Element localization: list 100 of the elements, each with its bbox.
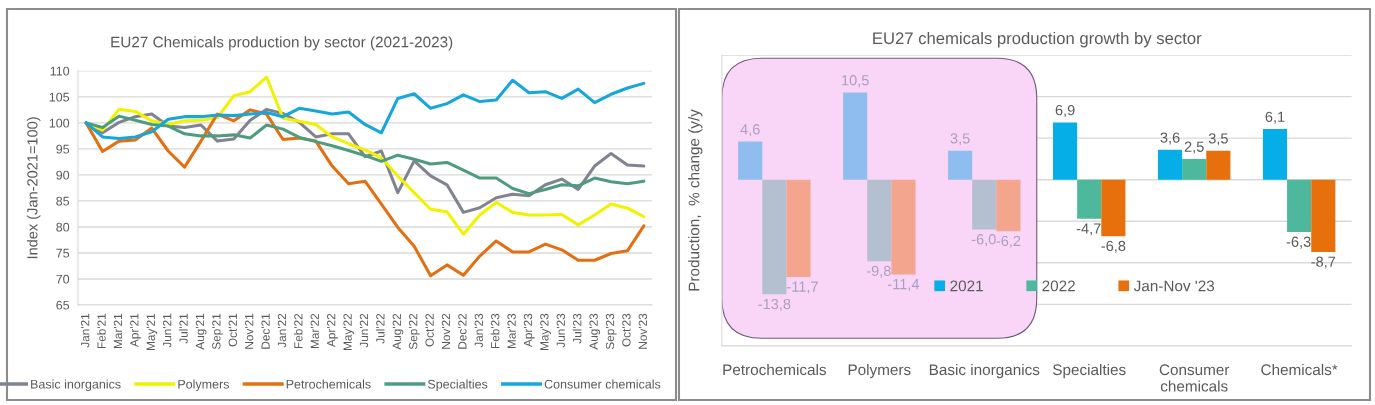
y-tick-label: 70: [56, 274, 70, 284]
bar: [843, 92, 868, 180]
y-tick-label: 100: [49, 118, 70, 128]
x-tick-label: Jun'22: [359, 313, 369, 348]
x-tick-label: Mar'23: [507, 313, 516, 349]
bar: [738, 141, 763, 180]
bar: [1182, 158, 1207, 180]
data-label: 3,5: [1208, 133, 1228, 146]
legend-label: Jan-Nov '23: [1133, 280, 1215, 292]
x-tick-label: May'23: [540, 313, 551, 351]
x-tick-label: Chemicals*: [1261, 363, 1338, 376]
x-tick-label: Aug'21: [195, 313, 207, 350]
chart-title: EU27 Chemicals production by sector (2021-2023): [111, 36, 453, 51]
data-label: -6,3: [1286, 236, 1311, 249]
data-label: -4,7: [1076, 223, 1101, 236]
data-label: -6,0: [971, 234, 996, 247]
x-tick-label: Oct'21: [228, 313, 237, 347]
legend-label: 2021: [950, 280, 983, 292]
bar: [1262, 129, 1288, 180]
chart-title: EU27 chemicals production growth by sector: [873, 31, 1202, 48]
x-tick-label: Jul'21: [179, 313, 188, 344]
data-label: 6,1: [1265, 111, 1285, 124]
x-tick-label: Feb'21: [97, 313, 106, 349]
y-tick-label: 80: [56, 222, 70, 232]
y-tick-label: 110: [50, 66, 70, 76]
x-tick-label: Dec'22: [458, 313, 467, 349]
bar: [867, 179, 892, 262]
y-tick-label: 85: [56, 196, 70, 206]
bar: [996, 179, 1021, 232]
x-tick-label: Sep'23: [605, 313, 617, 350]
data-label: -13,8: [758, 298, 791, 311]
data-label: -11,4: [888, 279, 920, 292]
bar: [1206, 150, 1231, 180]
data-label: -11,7: [787, 281, 818, 294]
x-tick-label: Oct'23: [622, 313, 631, 347]
x-tick-label: Jun'21: [162, 313, 172, 348]
x-tick-label: Petrochemicals: [723, 363, 827, 376]
bar: [891, 179, 916, 275]
y-tick-label: 75: [56, 248, 70, 258]
data-label: -6,8: [1101, 240, 1126, 253]
data-label: 6,9: [1055, 105, 1075, 118]
bar: [948, 150, 973, 180]
x-tick-label: Jul'22: [375, 313, 385, 344]
data-label: 10,5: [842, 75, 869, 88]
legend-label: 2022: [1042, 280, 1075, 292]
x-tick-label: Apr'21: [130, 313, 141, 348]
data-label: 3,5: [950, 133, 970, 146]
bar: [1157, 149, 1183, 180]
x-tick-label: May'21: [146, 313, 158, 351]
x-tick-label: Specialties: [1052, 363, 1126, 379]
legend-label: Specialties: [427, 379, 488, 392]
x-tick-label: May'22: [343, 313, 355, 351]
x-tick-label: Mar'22: [310, 313, 319, 349]
bar: [762, 179, 787, 295]
y-axis-title: Index (Jan-2021=100): [26, 117, 41, 259]
x-tick-label: Nov'23: [638, 313, 647, 349]
data-label: 2,5: [1184, 141, 1204, 154]
x-tick-label: Polymers: [848, 363, 911, 379]
x-tick-label: Mar'21: [113, 313, 123, 349]
x-tick-label: Dec'21: [261, 313, 270, 349]
data-label: -6,2: [996, 235, 1021, 248]
data-label: -9,8: [866, 265, 891, 278]
x-tick-label: Oct'22: [425, 313, 434, 347]
x-tick-label: Basic inorganics: [929, 363, 1040, 379]
bar: [972, 179, 997, 230]
bar: [1077, 179, 1102, 219]
bar: [786, 179, 811, 277]
x-tick-label: Aug'23: [589, 313, 601, 350]
y-axis-title: Production, % change (y/y: [688, 109, 703, 291]
x-tick-label: Jun'23: [556, 313, 565, 348]
x-tick-label: Sep'21: [212, 313, 223, 350]
x-tick-label: Jul'23: [572, 313, 582, 344]
x-tick-label: Jan'21: [80, 313, 90, 348]
legend-label: Consumer chemicals: [544, 379, 661, 389]
legend-label: Petrochemicals: [286, 379, 371, 389]
bar: [1053, 122, 1078, 180]
y-tick-label: 65: [56, 300, 70, 310]
x-tick-label: Apr'23: [523, 313, 535, 348]
x-tick-label: Apr'22: [327, 313, 338, 348]
y-tick-label: 90: [56, 170, 70, 180]
legend-label: Polymers: [178, 379, 229, 392]
bar: [1287, 179, 1312, 233]
data-label: -8,7: [1311, 256, 1336, 269]
x-tick-label: Aug'22: [392, 313, 404, 350]
bar: [1101, 179, 1126, 237]
x-tick-label: Nov'22: [441, 313, 451, 349]
x-tick-label: Consumer chemicals: [1159, 364, 1230, 392]
x-tick-label: Jan'23: [474, 313, 483, 348]
bar: [1311, 179, 1336, 252]
y-tick-label: 95: [56, 144, 70, 154]
x-tick-label: Jan'22: [277, 313, 287, 348]
line-series: [84, 78, 646, 141]
x-tick-label: Feb'22: [293, 313, 303, 349]
data-label: 4,6: [740, 124, 760, 137]
y-tick-label: 105: [49, 92, 70, 102]
x-tick-label: Feb'23: [490, 313, 500, 349]
data-label: 3,6: [1160, 132, 1180, 145]
x-tick-label: Nov'21: [244, 313, 254, 349]
legend-label: Basic inorganics: [31, 379, 121, 392]
x-tick-label: Sep'22: [409, 313, 420, 350]
